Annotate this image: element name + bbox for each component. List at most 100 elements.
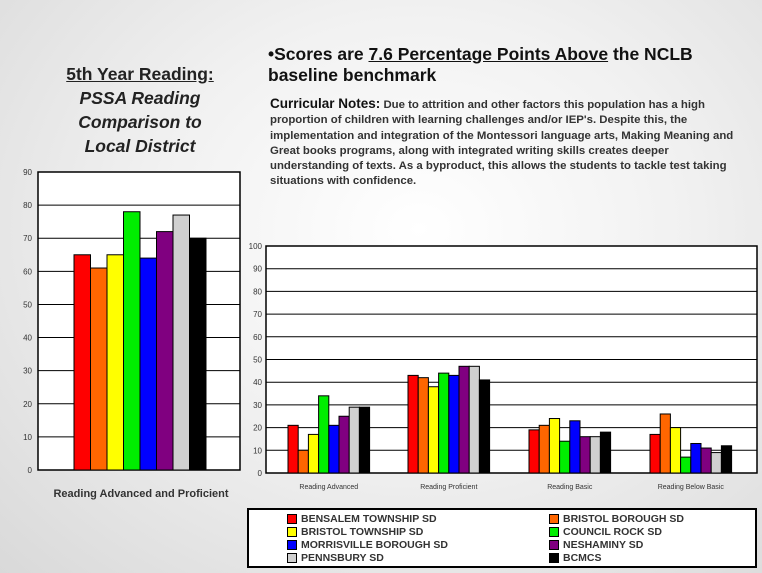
title-line-1: 5th Year Reading: [66,64,214,84]
right-bar [328,424,340,474]
right-ytick-label: 40 [253,378,262,387]
right-ytick-label: 0 [258,469,263,478]
legend-swatch [287,514,297,524]
right-bar [700,447,712,474]
notes-label: Curricular Notes: [270,96,381,111]
right-ytick-label: 70 [253,310,262,319]
headline: •Scores are 7.6 Percentage Points Above … [268,44,748,86]
legend: BENSALEM TOWNSHIP SD BRISTOL BOROUGH SD BR… [247,508,757,568]
left-bar [156,231,174,471]
notes-text: Due to attrition and other factors this … [270,99,734,188]
right-bar [710,452,722,474]
left-bar [73,254,91,471]
right-bar [559,440,571,474]
legend-swatch [549,527,559,537]
right-ytick-label: 80 [253,287,262,296]
right-ytick-label: 20 [253,424,262,433]
right-bar [579,436,591,474]
headline-highlight: 7.6 Percentage Points Above [368,44,609,64]
left-ytick-label: 70 [23,234,32,243]
right-bar [690,442,702,474]
left-ytick-label: 20 [23,400,32,409]
right-bar [599,431,612,474]
right-ytick-label: 50 [253,356,262,365]
right-xtick-label: Reading Below Basic [658,484,725,491]
title-line-3: Comparison to [78,112,202,132]
left-chart: 0 10 20 30 40 50 60 70 80 90 Reading Advanced and … [23,168,241,500]
legend-item: COUNCIL ROCK SD [549,526,662,538]
left-ytick-label: 80 [23,201,32,210]
right-xtick-label: Reading Basic [547,484,593,491]
legend-item: NESHAMINY SD [549,539,643,551]
right-bar [338,415,350,474]
right-bar [569,420,581,474]
left-bar [123,211,141,471]
legend-swatch [549,514,559,524]
right-bar [659,413,671,474]
legend-label: MORRISVILLE BOROUGH SD [301,539,449,551]
legend-swatch [549,553,559,563]
right-bar [589,436,601,474]
right-xtick-label: Reading Proficient [420,484,477,491]
right-bar [720,445,733,474]
legend-label: BENSALEM TOWNSHIP SD [301,513,437,525]
left-xtick-label: Reading Advanced and Proficient [53,488,228,500]
right-bar [538,424,550,474]
right-bar [468,365,480,474]
right-bar [649,433,661,474]
right-chart: 0 10 20 30 40 50 60 70 80 90 100 Reading Advanced Re… [249,242,758,491]
left-ytick-label: 90 [23,168,32,177]
right-bar [417,377,429,474]
left-ytick-label: 10 [23,433,32,442]
right-ytick-label: 30 [253,401,262,410]
right-ytick-label: 10 [253,446,262,455]
right-bar [669,427,682,474]
left-ytick-label: 0 [28,466,33,475]
legend-item: BCMCS [549,552,602,564]
legend-label: BCMCS [563,552,602,564]
right-bar [348,406,360,474]
left-bar [106,254,124,471]
right-ytick-label: 100 [249,242,263,251]
title-line-2: PSSA Reading [79,88,201,108]
headline-bullet: •Scores are [268,44,369,64]
legend-swatch [287,527,297,537]
left-bar [189,237,207,471]
legend-item: BRISTOL BOROUGH SD [549,513,684,525]
legend-label: BRISTOL TOWNSHIP SD [301,526,424,538]
right-bar [438,372,450,474]
right-bar [478,379,491,474]
legend-label: PENNSBURY SD [301,552,384,564]
right-bar [448,374,460,474]
legend-item: BRISTOL TOWNSHIP SD [287,526,423,538]
right-bar [287,424,299,474]
right-bar [318,395,330,474]
left-ytick-label: 30 [23,367,32,376]
legend-item: MORRISVILLE BOROUGH SD [287,539,448,551]
right-bar [307,433,320,474]
curricular-notes: Curricular Notes: Due to attrition and o… [270,96,746,190]
left-bar [139,257,157,471]
legend-item: PENNSBURY SD [287,552,384,564]
legend-item: BENSALEM TOWNSHIP SD [287,513,437,525]
right-bar [458,365,470,474]
right-bar [528,429,540,474]
left-bar [172,214,190,471]
right-bar [680,456,692,474]
legend-label: COUNCIL ROCK SD [563,526,662,538]
left-ytick-label: 60 [23,267,32,276]
right-bar [297,449,309,474]
left-ytick-label: 40 [23,334,32,343]
right-bar [407,374,419,474]
right-bar [358,406,371,474]
legend-swatch [287,553,297,563]
legend-label: NESHAMINY SD [563,539,644,551]
right-bar [548,418,561,474]
legend-swatch [287,540,297,550]
left-chart-title: 5th Year Reading: PSSA Reading Compariso… [40,62,240,158]
right-ytick-label: 90 [253,265,262,274]
right-bar [427,386,440,474]
legend-swatch [549,540,559,550]
legend-label: BRISTOL BOROUGH SD [563,513,684,525]
